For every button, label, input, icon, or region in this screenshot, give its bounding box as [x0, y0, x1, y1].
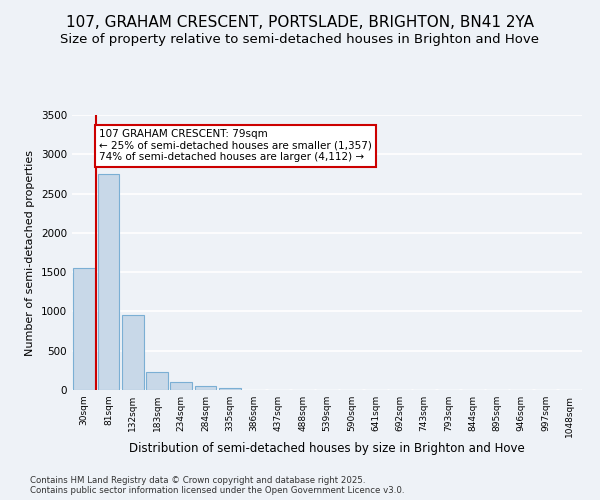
Text: 107, GRAHAM CRESCENT, PORTSLADE, BRIGHTON, BN41 2YA: 107, GRAHAM CRESCENT, PORTSLADE, BRIGHTO… — [66, 15, 534, 30]
Bar — [170, 382, 192, 390]
Bar — [219, 388, 241, 390]
Bar — [73, 268, 95, 390]
Bar — [97, 174, 119, 390]
Text: Contains HM Land Registry data © Crown copyright and database right 2025.
Contai: Contains HM Land Registry data © Crown c… — [30, 476, 404, 495]
Text: 107 GRAHAM CRESCENT: 79sqm
← 25% of semi-detached houses are smaller (1,357)
74%: 107 GRAHAM CRESCENT: 79sqm ← 25% of semi… — [99, 129, 371, 162]
X-axis label: Distribution of semi-detached houses by size in Brighton and Hove: Distribution of semi-detached houses by … — [129, 442, 525, 456]
Text: Size of property relative to semi-detached houses in Brighton and Hove: Size of property relative to semi-detach… — [61, 32, 539, 46]
Bar — [146, 372, 168, 390]
Bar — [194, 386, 217, 390]
Y-axis label: Number of semi-detached properties: Number of semi-detached properties — [25, 150, 35, 356]
Bar — [122, 316, 143, 390]
